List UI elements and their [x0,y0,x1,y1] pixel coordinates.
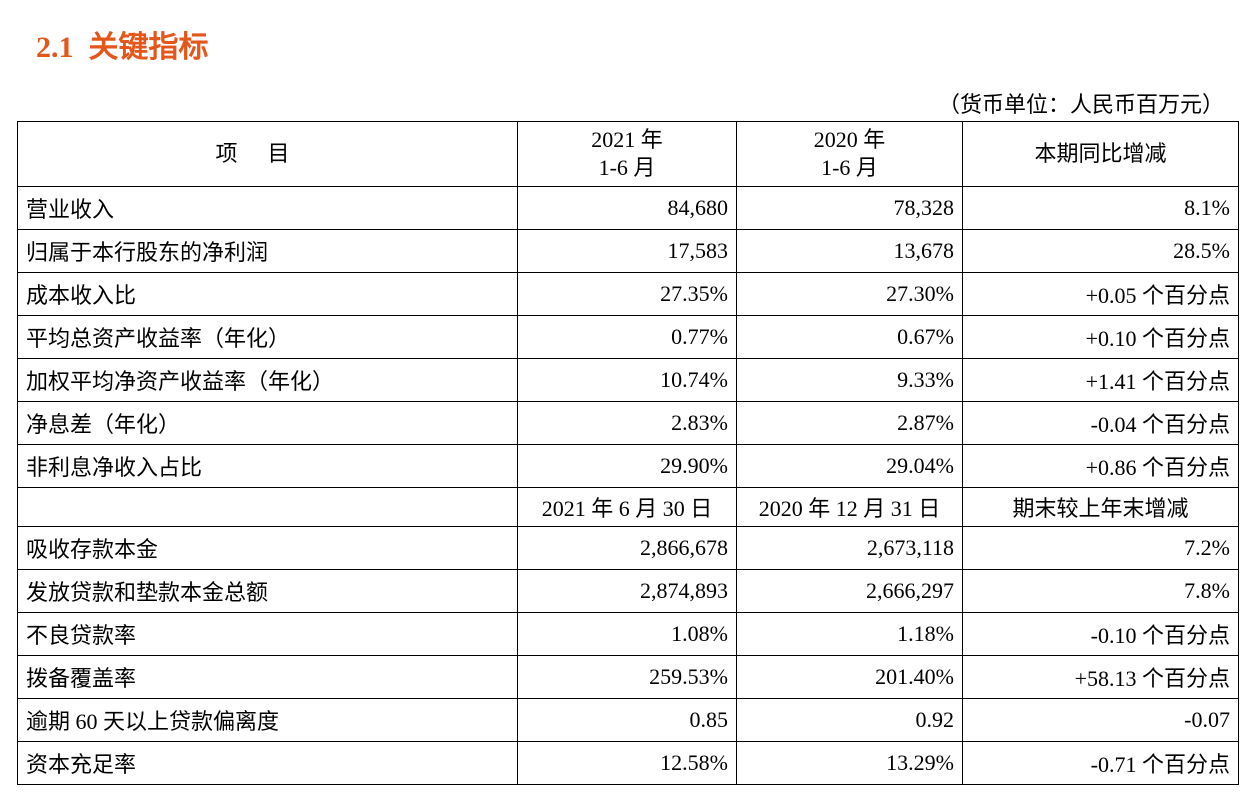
value-2021: 2,874,893 [517,569,737,613]
key-indicators-table: 项目 2021 年 1-6 月 2020 年 1-6 月 本期同比增减 营业收入… [17,121,1239,785]
value-change: +0.10 个百分点 [962,315,1239,359]
subheader-item [17,487,518,527]
value-2020: 2,666,297 [736,569,963,613]
section-title: 关键指标 [88,31,209,64]
value-change: +0.86 个百分点 [962,444,1239,488]
value-2020: 0.67% [736,315,963,359]
value-2021: 27.35% [517,272,737,316]
row-label: 归属于本行股东的净利润 [17,229,518,273]
row-label: 不良贷款率 [17,612,518,656]
row-label: 加权平均净资产收益率（年化） [17,358,518,402]
value-change: 7.8% [962,569,1239,613]
value-2021: 12.58% [517,741,737,785]
value-change: 7.2% [962,526,1239,570]
value-change: -0.04 个百分点 [962,401,1239,445]
value-2021: 2.83% [517,401,737,445]
value-2020: 29.04% [736,444,963,488]
row-label: 净息差（年化） [17,401,518,445]
row-label: 发放贷款和垫款本金总额 [17,569,518,613]
subheader-change: 期末较上年末增减 [962,487,1239,527]
table-row: 成本收入比 27.35% 27.30% +0.05 个百分点 [17,272,1239,316]
value-change: -0.07 [962,698,1239,742]
value-2020: 78,328 [736,186,963,230]
table-row: 营业收入 84,680 78,328 8.1% [17,186,1239,230]
value-2020: 2.87% [736,401,963,445]
table-row: 吸收存款本金 2,866,678 2,673,118 7.2% [17,526,1239,570]
row-label: 吸收存款本金 [17,526,518,570]
value-2021: 29.90% [517,444,737,488]
header-item: 项目 [17,121,518,187]
table-row: 归属于本行股东的净利润 17,583 13,678 28.5% [17,229,1239,273]
value-2021: 1.08% [517,612,737,656]
header-yoy-change: 本期同比增减 [962,121,1239,187]
table-row: 平均总资产收益率（年化） 0.77% 0.67% +0.10 个百分点 [17,315,1239,359]
value-2021: 10.74% [517,358,737,402]
header-2021-h1: 2021 年 1-6 月 [517,121,737,187]
table-row: 净息差（年化） 2.83% 2.87% -0.04 个百分点 [17,401,1239,445]
value-change: 8.1% [962,186,1239,230]
table-row: 发放贷款和垫款本金总额 2,874,893 2,666,297 7.8% [17,569,1239,613]
row-label: 逾期 60 天以上贷款偏离度 [17,698,518,742]
value-change: +1.41 个百分点 [962,358,1239,402]
table-row: 拨备覆盖率 259.53% 201.40% +58.13 个百分点 [17,655,1239,699]
value-change: 28.5% [962,229,1239,273]
value-change: +0.05 个百分点 [962,272,1239,316]
value-change: -0.71 个百分点 [962,741,1239,785]
value-2020: 9.33% [736,358,963,402]
row-label: 拨备覆盖率 [17,655,518,699]
table-row: 加权平均净资产收益率（年化） 10.74% 9.33% +1.41 个百分点 [17,358,1239,402]
table-row: 资本充足率 12.58% 13.29% -0.71 个百分点 [17,741,1239,785]
subheader-2021-06-30: 2021 年 6 月 30 日 [517,487,737,527]
value-2021: 84,680 [517,186,737,230]
value-2021: 2,866,678 [517,526,737,570]
value-2021: 17,583 [517,229,737,273]
value-2020: 13.29% [736,741,963,785]
row-label: 营业收入 [17,186,518,230]
row-label: 资本充足率 [17,741,518,785]
value-2021: 259.53% [517,655,737,699]
value-2020: 1.18% [736,612,963,656]
row-label: 成本收入比 [17,272,518,316]
value-2021: 0.77% [517,315,737,359]
value-change: -0.10 个百分点 [962,612,1239,656]
table-row: 不良贷款率 1.08% 1.18% -0.10 个百分点 [17,612,1239,656]
value-2021: 0.85 [517,698,737,742]
section-heading: 2.1 关键指标 [36,22,209,66]
header-2020-h1: 2020 年 1-6 月 [736,121,963,187]
table-row: 非利息净收入占比 29.90% 29.04% +0.86 个百分点 [17,444,1239,488]
row-label: 非利息净收入占比 [17,444,518,488]
value-change: +58.13 个百分点 [962,655,1239,699]
value-2020: 13,678 [736,229,963,273]
value-2020: 2,673,118 [736,526,963,570]
table-header-row: 项目 2021 年 1-6 月 2020 年 1-6 月 本期同比增减 [17,121,1239,187]
section-number: 2.1 [36,31,74,64]
subheader-2020-12-31: 2020 年 12 月 31 日 [736,487,963,527]
currency-unit-note: （货币单位：人民币百万元） [937,92,1224,117]
table-subheader-row: 2021 年 6 月 30 日 2020 年 12 月 31 日 期末较上年末增… [17,487,1239,527]
value-2020: 201.40% [736,655,963,699]
row-label: 平均总资产收益率（年化） [17,315,518,359]
value-2020: 27.30% [736,272,963,316]
table-row: 逾期 60 天以上贷款偏离度 0.85 0.92 -0.07 [17,698,1239,742]
value-2020: 0.92 [736,698,963,742]
